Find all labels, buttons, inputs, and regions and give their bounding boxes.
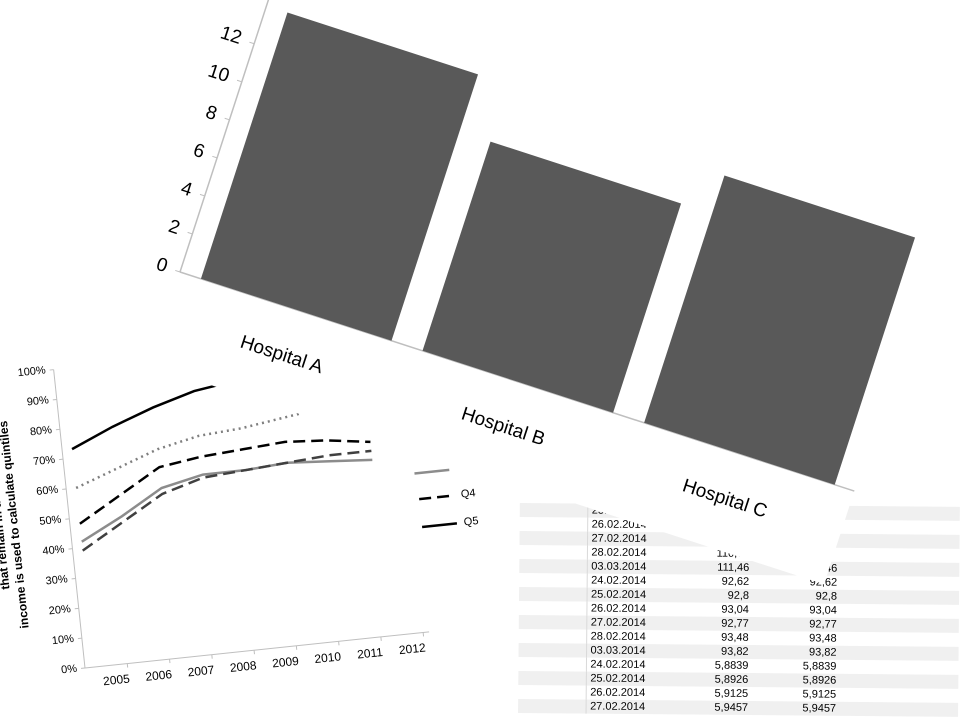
y-tick-label: 70% (33, 454, 56, 468)
table-cell: 111,46 (717, 562, 749, 574)
y-tick (187, 231, 193, 235)
x-tick-label: 2011 (356, 645, 383, 662)
x-axis (84, 631, 430, 669)
table-cell: 5,8926 (803, 674, 837, 686)
table-cell: 92,8 (728, 590, 750, 602)
x-tick-label: 2006 (145, 667, 173, 684)
table-cell: 26.02.2014 (590, 687, 645, 699)
table-cell: 93,82 (809, 646, 837, 658)
row-stripe (519, 586, 960, 605)
y-tick-label: 100% (17, 364, 46, 379)
table-cell: 28.02.2014 (591, 547, 646, 559)
table-cell: 92,8 (816, 590, 838, 602)
table-cell: 93,82 (721, 646, 749, 658)
y-tick (212, 155, 218, 159)
x-tick-label: 2009 (271, 654, 299, 671)
series-line (81, 458, 373, 543)
legend-label: Q5 (463, 515, 479, 528)
y-tick (199, 193, 205, 197)
table-cell: 28.02.2014 (591, 631, 646, 643)
table-cell: 5,9457 (714, 702, 748, 714)
series-line (81, 449, 372, 552)
row-stripe (518, 614, 959, 633)
table-cell: 93,48 (721, 632, 749, 644)
bar (200, 12, 479, 341)
y-axis (179, 0, 277, 273)
x-tick-label: 2012 (398, 640, 426, 657)
row-stripe (518, 670, 959, 689)
y-tick (175, 269, 181, 273)
table-cell: 24.02.2014 (590, 659, 645, 671)
table-cell: 5,9125 (803, 688, 837, 700)
y-tick-label: 80% (29, 424, 52, 438)
y-tick-label: 60% (36, 484, 59, 498)
table-cell: 27.02.2014 (592, 533, 647, 545)
y-tick-label: 90% (26, 394, 49, 408)
table-cell: 93,04 (809, 604, 837, 616)
row-stripe (518, 642, 959, 661)
y-axis (53, 369, 86, 669)
table-cell: 92,62 (722, 576, 750, 588)
table-cell: 25.02.2014 (591, 589, 646, 601)
legend-swatch (419, 494, 455, 501)
table-cell: 5,8839 (803, 660, 837, 672)
y-tick-label: 20% (48, 603, 71, 617)
y-tick-label: 0% (61, 663, 78, 677)
table-cell: 93,04 (721, 604, 749, 616)
y-tick-label: 10% (51, 633, 74, 647)
x-tick-label: 2008 (229, 658, 257, 675)
y-tick (236, 79, 242, 83)
y-tick (224, 117, 230, 121)
series-line (79, 439, 371, 525)
y-tick-label: 30% (45, 573, 68, 587)
y-tick (249, 41, 255, 45)
table-cell: 03.03.2014 (591, 561, 646, 573)
table-cell: 5,8926 (715, 674, 749, 686)
series-line (71, 379, 237, 451)
table-cell: 5,8839 (715, 660, 749, 672)
row-stripe (519, 558, 960, 577)
table-cell: 25.02.2014 (590, 673, 645, 685)
table-cell: 92,77 (809, 618, 837, 630)
series-line (75, 406, 325, 490)
legend-label: Q4 (460, 487, 476, 500)
table-cell: 27.02.2014 (591, 617, 646, 629)
table-cell: 5,9457 (802, 702, 836, 714)
bar (644, 175, 916, 485)
table-cell: 26.02.2014 (591, 603, 646, 615)
x-tick-label: 2010 (314, 649, 342, 666)
table-cell: 93,48 (809, 632, 837, 644)
x-tick-label: 2005 (102, 672, 130, 689)
y-tick-label: 50% (39, 514, 62, 528)
y-tick-label: 40% (42, 543, 65, 557)
table-cell: 24.02.2014 (591, 575, 646, 587)
legend-swatch (421, 522, 458, 529)
bar (422, 141, 682, 413)
row-stripe (518, 698, 959, 717)
x-tick-label: 2007 (187, 663, 215, 680)
table-cell: 27.02.2014 (590, 701, 645, 713)
legend-swatch (414, 468, 450, 475)
table-cell: 5,9125 (715, 688, 749, 700)
table-cell: 03.03.2014 (591, 645, 646, 657)
table-cell: 92,77 (721, 618, 749, 630)
